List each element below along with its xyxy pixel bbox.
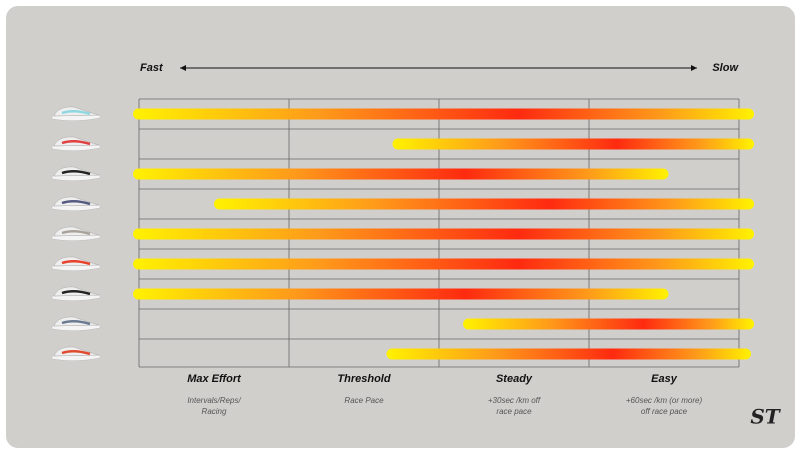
slow-label: Slow (712, 62, 739, 74)
range-bar (133, 258, 754, 270)
shoe-sole (51, 114, 101, 121)
shoe-accent (61, 290, 91, 296)
range-bar (463, 318, 754, 330)
zone-note: Racing (202, 407, 227, 416)
shoe-accent (61, 200, 91, 206)
shoe-icon (51, 106, 101, 121)
zone-label: Steady (496, 373, 533, 385)
zone-note: +60sec /km (or more) (626, 396, 703, 405)
shoe-accent (61, 260, 91, 266)
shoe-accent (61, 350, 91, 356)
shoe-sole (51, 354, 101, 361)
shoe-sole (51, 144, 101, 151)
shoe-icon (51, 196, 101, 211)
shoe-accent (61, 170, 91, 176)
shoe-accent (61, 230, 91, 236)
fast-label: Fast (140, 62, 164, 74)
zone-note: off race pace (641, 407, 688, 416)
range-bar (214, 198, 754, 210)
shoe-sole (51, 204, 101, 211)
zone-note: +30sec /km off (488, 396, 541, 405)
zone-label: Easy (651, 373, 678, 385)
zone-label: Max Effort (187, 373, 242, 385)
shoe-icon (51, 166, 101, 181)
shoe-accent (61, 110, 91, 116)
shoe-sole (51, 234, 101, 241)
logo: ST (750, 405, 781, 429)
shoe-icon (51, 286, 101, 301)
range-bar (133, 288, 669, 300)
shoe-sole (51, 174, 101, 181)
svg-text:ST: ST (750, 405, 781, 429)
zone-note: Race Pace (344, 396, 384, 405)
range-bar (133, 228, 754, 240)
range-bar (386, 348, 751, 360)
zone-note: race pace (496, 407, 532, 416)
shoe-sole (51, 264, 101, 271)
range-bar (392, 138, 754, 150)
shoe-accent (61, 140, 91, 146)
zone-note: Intervals/Reps/ (187, 396, 241, 405)
zone-label: Threshold (337, 373, 390, 385)
shoe-icon (51, 226, 101, 241)
range-bar (133, 108, 754, 120)
shoe-icon (51, 316, 101, 331)
shoe-sole (51, 294, 101, 301)
shoe-icon (51, 346, 101, 361)
shoe-icon (51, 136, 101, 151)
shoe-accent (61, 320, 91, 326)
shoe-icon (51, 256, 101, 271)
range-bar (133, 168, 669, 180)
shoe-sole (51, 324, 101, 331)
